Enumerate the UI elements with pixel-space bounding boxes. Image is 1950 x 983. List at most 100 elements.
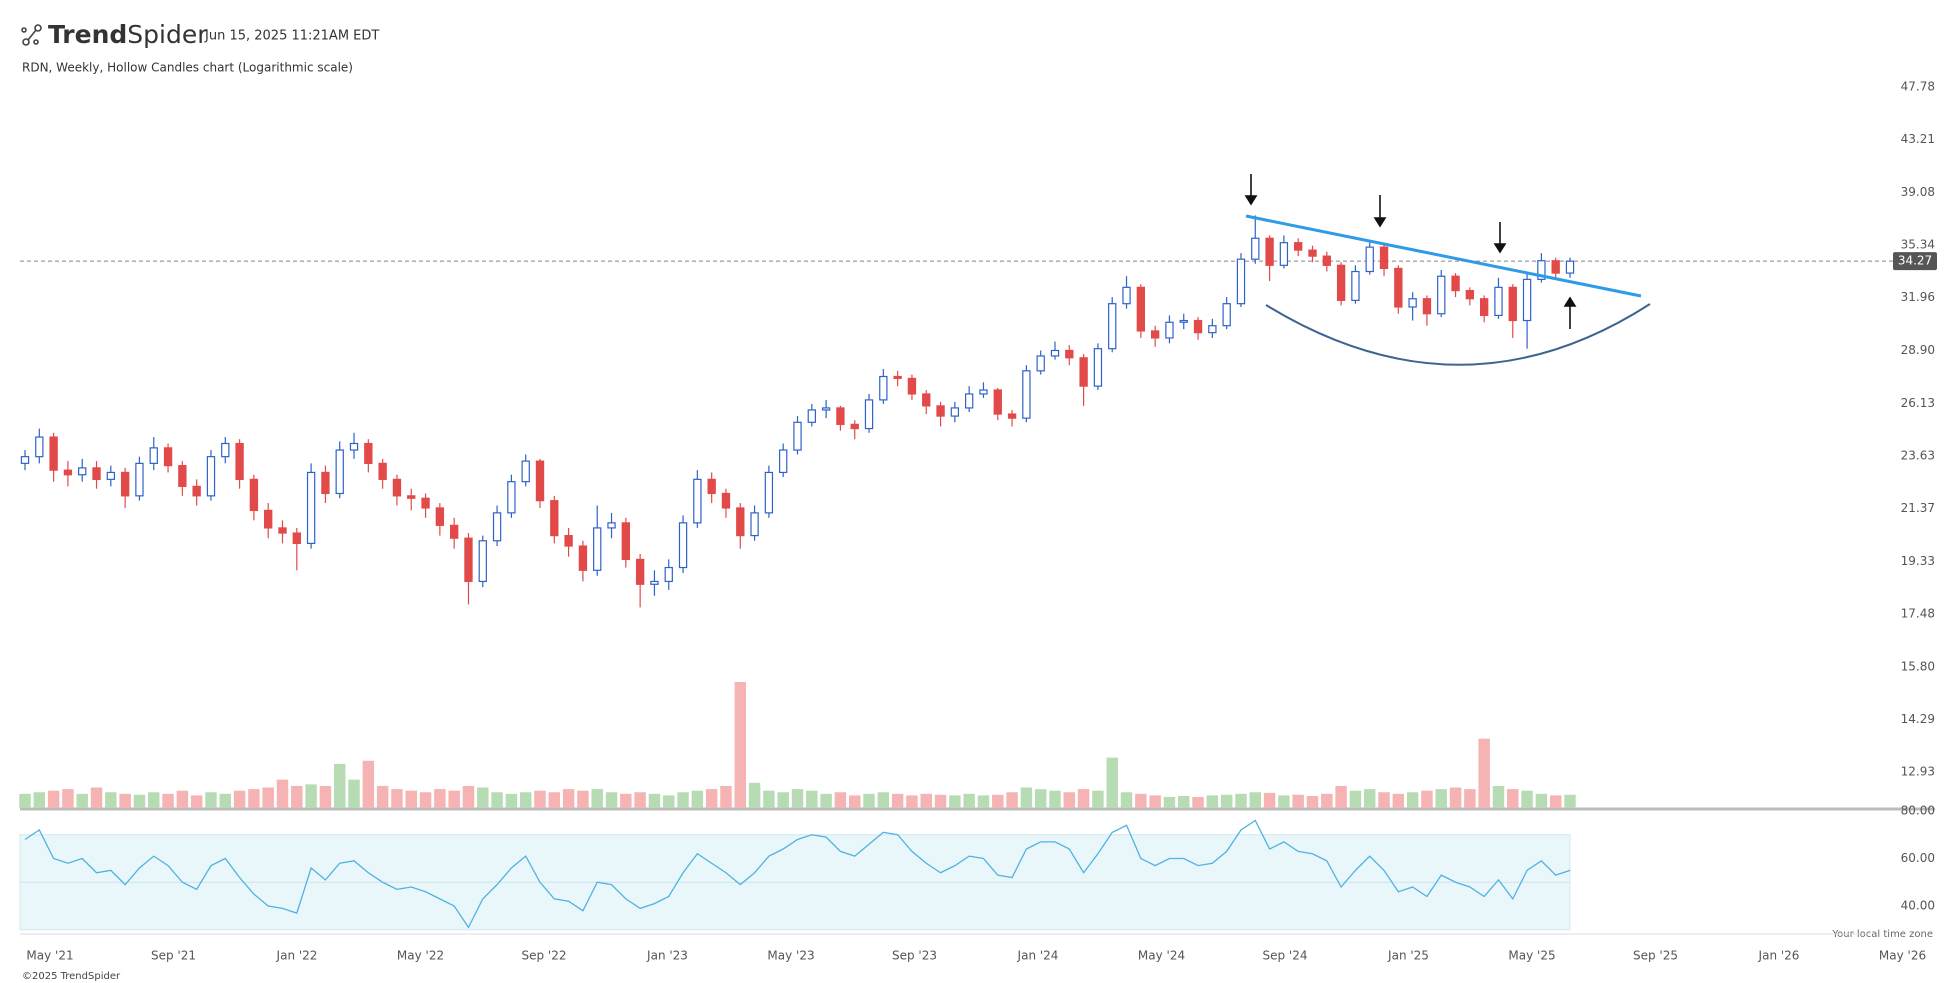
candle-body xyxy=(1108,303,1117,350)
candle-body xyxy=(364,442,373,464)
candle-body xyxy=(120,471,130,497)
volume-bar xyxy=(1034,789,1047,808)
candle-body xyxy=(249,478,259,512)
candle-body xyxy=(1136,286,1146,332)
x-tick-label: Jan '22 xyxy=(276,949,318,963)
volume-bar xyxy=(777,792,789,808)
candle-body xyxy=(507,481,516,514)
candle-body xyxy=(1322,255,1331,266)
arrow-head xyxy=(1373,217,1387,228)
candle-body xyxy=(621,522,631,560)
candle-body xyxy=(1222,303,1231,327)
candle-body xyxy=(421,497,430,509)
candle-body xyxy=(378,462,387,480)
candle-body xyxy=(1451,275,1460,292)
candle-body xyxy=(278,527,287,534)
volume-bar xyxy=(1006,792,1018,808)
candle-body xyxy=(435,507,445,526)
candle-body xyxy=(1379,246,1389,270)
volume-bar xyxy=(448,790,460,808)
volume-bar xyxy=(162,793,174,808)
volume-bar xyxy=(605,792,618,808)
candle-body xyxy=(1036,355,1045,372)
volume-bar xyxy=(1349,790,1362,808)
candle-body xyxy=(1479,298,1489,317)
volume-bar xyxy=(248,789,260,808)
candle-body xyxy=(321,471,330,495)
candle-body xyxy=(478,540,487,583)
volume-bar xyxy=(663,795,675,808)
y-tick-label: 35.34 xyxy=(1901,238,1935,252)
candle-body xyxy=(1193,319,1203,334)
candle-body xyxy=(721,492,731,509)
rsi-line xyxy=(24,819,1571,929)
volume-bar xyxy=(491,792,503,808)
volume-bar xyxy=(634,792,646,808)
volume-bar xyxy=(877,792,890,808)
timestamp: Jun 15, 2025 11:21AM EDT xyxy=(204,29,379,44)
candle-body xyxy=(235,442,244,480)
x-tick-label: May '22 xyxy=(397,949,444,963)
volume-bar xyxy=(505,793,518,808)
candle-body xyxy=(821,407,831,411)
candle-body xyxy=(864,399,874,430)
candle-body xyxy=(1093,348,1103,387)
volume-bar xyxy=(1464,789,1476,808)
annotations xyxy=(1244,174,1651,366)
x-tick-label: May '25 xyxy=(1508,949,1555,963)
candle-body xyxy=(1351,270,1360,301)
candle-body xyxy=(1422,298,1432,315)
volume-bar xyxy=(205,792,217,808)
volume-bar xyxy=(1435,789,1447,808)
volume-bar xyxy=(1120,792,1133,808)
volume-bar xyxy=(1192,796,1204,808)
volume-bar xyxy=(992,794,1004,808)
volume-bar xyxy=(1306,796,1319,808)
y-tick-label: 43.21 xyxy=(1901,132,1935,146)
x-tick-label: Jan '24 xyxy=(1017,949,1059,963)
volume-bar xyxy=(1364,789,1376,808)
candle-body xyxy=(678,522,688,569)
logo-icon xyxy=(21,24,42,46)
candle-body xyxy=(1150,330,1160,339)
candle-body xyxy=(779,449,788,474)
x-tick-label: Jan '25 xyxy=(1387,949,1429,963)
candle-body xyxy=(593,527,602,571)
candle-body xyxy=(464,537,473,583)
candle-body xyxy=(221,442,230,458)
volume-bar xyxy=(434,789,446,808)
candle-body xyxy=(578,545,588,571)
x-tick-label: May '26 xyxy=(1879,949,1926,963)
candle-body xyxy=(163,447,173,467)
x-tick-label: May '21 xyxy=(26,949,73,963)
y-tick-label: 47.78 xyxy=(1901,80,1935,94)
volume-bar xyxy=(963,793,975,808)
volume-bar xyxy=(62,789,74,808)
volume-bar xyxy=(1163,796,1176,808)
candle-body xyxy=(192,485,201,497)
candle-body xyxy=(292,532,301,545)
candle-body xyxy=(106,471,116,480)
candle-body xyxy=(1265,237,1274,266)
volume-bar xyxy=(891,793,904,808)
candle-body xyxy=(1508,286,1517,322)
candle-body xyxy=(535,460,545,502)
candle-body xyxy=(149,447,158,464)
arc xyxy=(1265,303,1651,366)
volume-bar xyxy=(849,795,861,808)
candle-body xyxy=(35,436,44,458)
y-tick-label: 21.37 xyxy=(1901,501,1935,515)
candle-body xyxy=(1065,349,1074,359)
x-tick-label: Sep '24 xyxy=(1263,949,1308,963)
volume-bar xyxy=(1092,790,1104,808)
candle-body xyxy=(950,407,960,417)
volume-bar xyxy=(276,779,289,808)
candle-body xyxy=(1022,370,1031,419)
volume-bar xyxy=(1392,793,1405,808)
volume-bar xyxy=(934,794,947,808)
candle-body xyxy=(1007,413,1017,419)
volume-bar xyxy=(119,793,131,808)
candle-body xyxy=(793,421,802,451)
candle-body xyxy=(135,462,144,497)
